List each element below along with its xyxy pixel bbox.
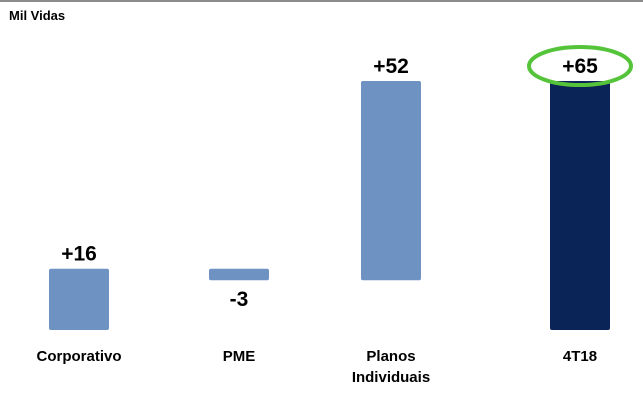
bar-2 (361, 81, 421, 281)
category-label-0: Corporativo (36, 348, 121, 365)
bar-0 (49, 268, 109, 330)
bar-1 (209, 268, 269, 281)
category-label-2-line-1: Individuais (352, 369, 430, 386)
value-label-0: +16 (61, 243, 97, 266)
category-label-3: 4T18 (563, 348, 597, 365)
category-label-1: PME (223, 348, 256, 365)
category-label-2-line-0: Planos (366, 348, 415, 365)
highlight-ellipse (527, 45, 633, 88)
value-label-1: -3 (230, 288, 249, 311)
value-label-2: +52 (373, 55, 409, 78)
unit-label: Mil Vidas (9, 8, 66, 23)
value-label-3: +65 (562, 55, 598, 78)
bar-3 (550, 81, 610, 330)
top-divider-line (0, 0, 643, 2)
